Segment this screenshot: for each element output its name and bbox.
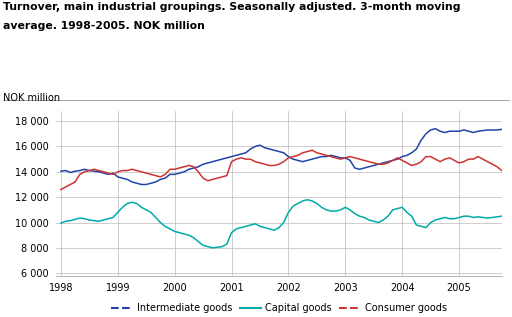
Legend: Intermediate goods, Capital goods, Consumer goods: Intermediate goods, Capital goods, Consu…: [108, 299, 451, 317]
Text: NOK million: NOK million: [3, 93, 60, 103]
Text: average. 1998-2005. NOK million: average. 1998-2005. NOK million: [3, 21, 204, 31]
Text: Turnover, main industrial groupings. Seasonally adjusted. 3-month moving: Turnover, main industrial groupings. Sea…: [3, 2, 460, 12]
